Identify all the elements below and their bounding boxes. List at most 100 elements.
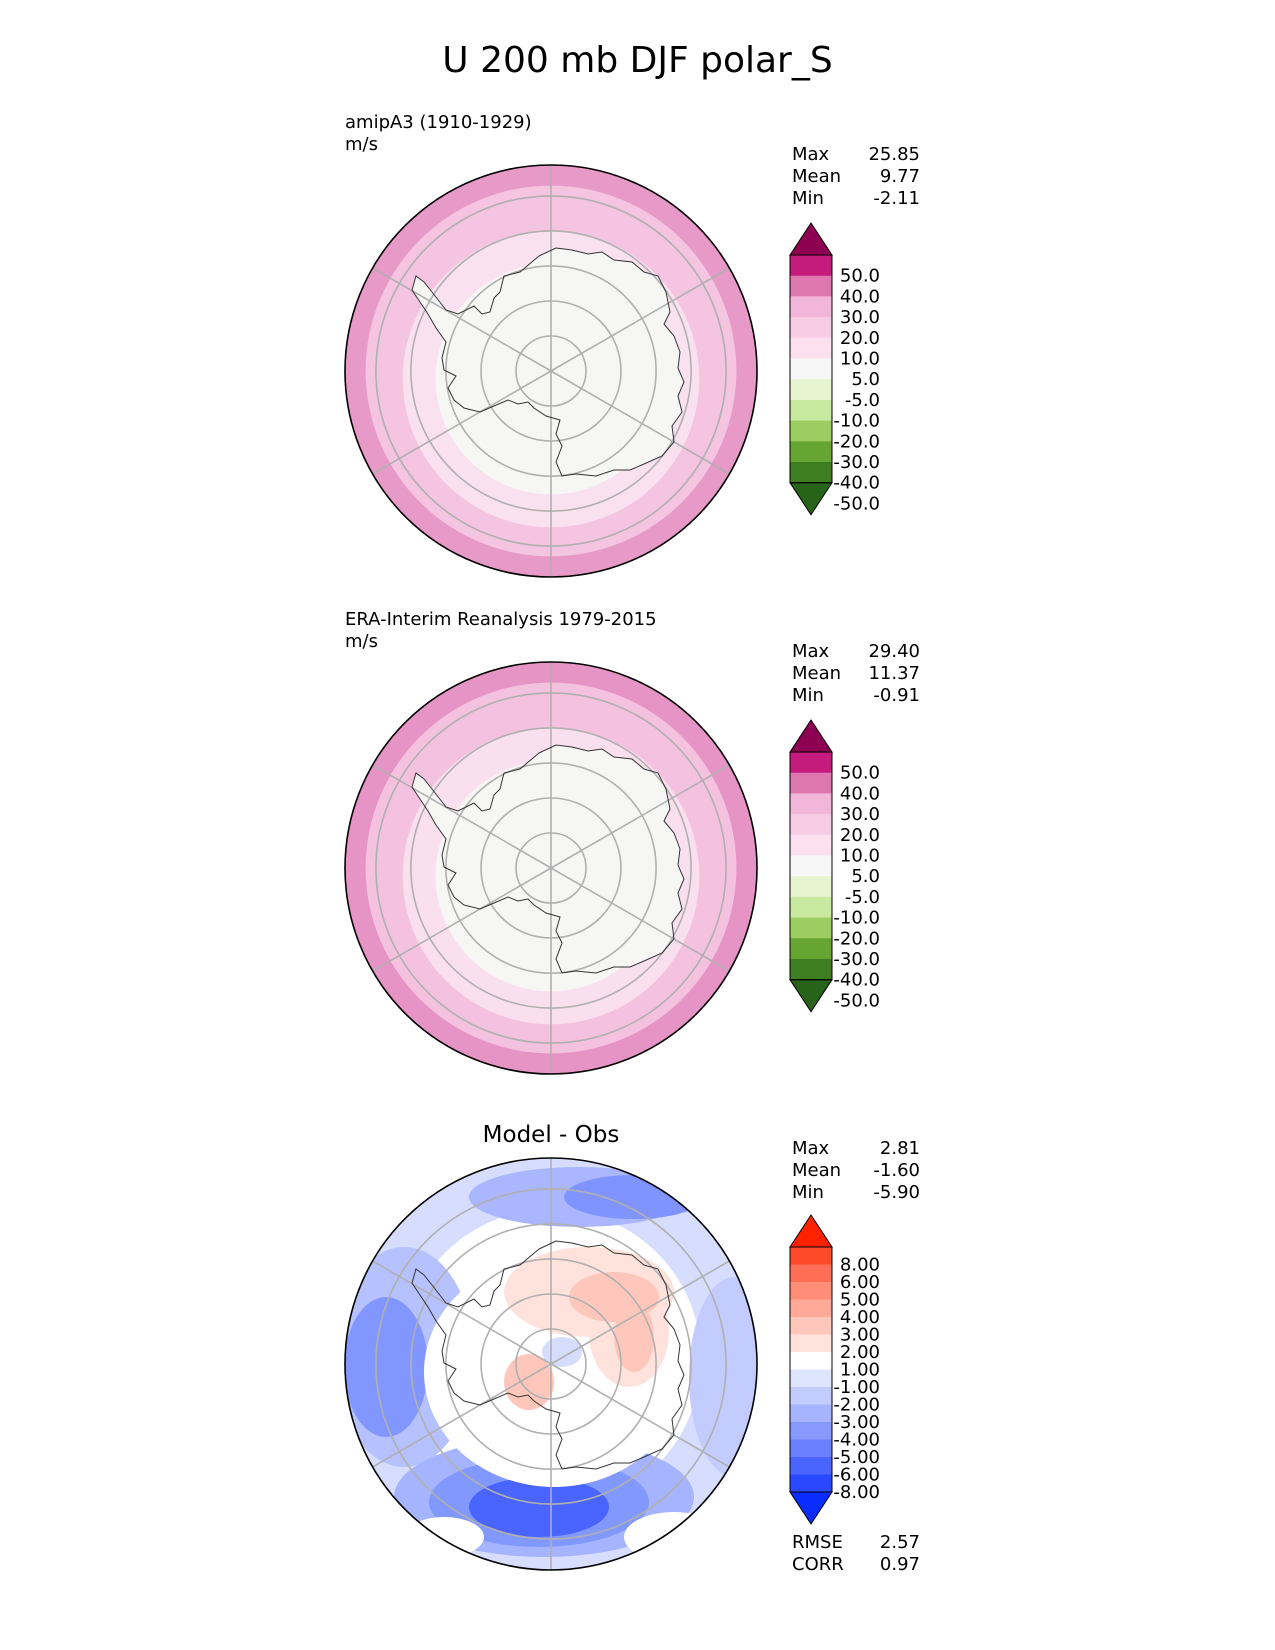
- map-boundary: [344, 1157, 758, 1571]
- meridian-line: [550, 267, 730, 372]
- colorbar-tick-label: 10.0: [840, 349, 880, 370]
- colorbar-swatches: [789, 222, 833, 516]
- colorbar-swatch: [790, 959, 832, 981]
- negative-band: [469, 1477, 609, 1537]
- panel2-stats: Max 29.40 Mean 11.37 Min -0.91: [792, 641, 920, 707]
- stat-label: Mean: [792, 663, 842, 684]
- colorbar-swatch: [790, 855, 832, 877]
- stat-label: Min: [792, 188, 824, 209]
- panel2-colorbar: 50.040.030.020.010.05.0-5.0-10.0-20.0-30…: [789, 719, 880, 1013]
- colorbar-tick-label: -20.0: [833, 431, 880, 452]
- colorbar-swatch: [790, 1352, 832, 1370]
- colorbar-tick-label: -6.00: [833, 1465, 880, 1486]
- panel1-stats: Max 25.85 Mean 9.77 Min -2.11: [792, 144, 920, 210]
- stat-value: -0.91: [873, 685, 920, 706]
- colorbar-swatch: [790, 379, 832, 401]
- stat-value: -5.90: [873, 1182, 920, 1203]
- panel1-polar-map: [344, 164, 758, 578]
- graticule: [372, 1158, 730, 1570]
- panel2-units: m/s: [345, 631, 378, 652]
- meridian-line: [372, 1363, 552, 1468]
- stat-label: Mean: [792, 166, 842, 187]
- colorbar-frame: [789, 254, 833, 484]
- continent-fill: [412, 745, 684, 973]
- meridian-line: [550, 764, 730, 869]
- panel3-metrics: RMSE 2.57 CORR 0.97: [792, 1532, 920, 1576]
- negative-band: [345, 1297, 428, 1437]
- colorbar-tick-label: -20.0: [833, 928, 880, 949]
- colorbar-tick-label: -1.00: [833, 1377, 880, 1398]
- colorbar-tick-label: 20.0: [840, 328, 880, 349]
- colorbar-frame: [789, 1246, 833, 1493]
- colorbar-tick-label: -5.00: [833, 1447, 880, 1468]
- colorbar-extend-max: [789, 222, 833, 256]
- colorbar-swatch: [790, 255, 832, 277]
- metric-label: RMSE: [792, 1532, 843, 1553]
- colorbar-swatch: [790, 917, 832, 939]
- colorbar-tick-label: -4.00: [833, 1430, 880, 1451]
- metric-label: CORR: [792, 1554, 844, 1575]
- stat-value: 2.81: [879, 1138, 920, 1159]
- negative-band: [542, 1337, 582, 1367]
- stat-value: -2.11: [873, 188, 920, 209]
- stat-value: -1.60: [873, 1160, 920, 1181]
- colorbar-swatch: [790, 814, 832, 836]
- colorbar-extend-max: [789, 1214, 833, 1248]
- meridian-line: [372, 267, 552, 372]
- colorbar-tick-label: -2.00: [833, 1395, 880, 1416]
- figure-title: U 200 mb DJF polar_S: [442, 40, 833, 81]
- colorbar-tick-label: 5.0: [851, 369, 880, 390]
- meridian-line: [372, 370, 552, 475]
- colorbar-swatch: [790, 275, 832, 297]
- meridian-line: [550, 867, 730, 972]
- graticule: [372, 165, 730, 577]
- colorbar-swatch: [790, 1474, 832, 1493]
- stat-label: Max: [792, 1138, 830, 1159]
- colorbar-swatches: [789, 1214, 833, 1525]
- map-boundary: [344, 164, 758, 578]
- colorbar-tick-label: 6.00: [840, 1272, 880, 1293]
- colorbar-swatch: [790, 420, 832, 442]
- colorbar-tick-label: -50.0: [833, 990, 880, 1011]
- colorbar-tick-label: -40.0: [833, 473, 880, 494]
- stat-label: Min: [792, 1182, 824, 1203]
- colorbar-tick-label: 3.00: [840, 1325, 880, 1346]
- colorbar-swatch: [790, 317, 832, 339]
- colorbar-tick-label: -30.0: [833, 452, 880, 473]
- negative-band: [564, 1175, 704, 1219]
- antarctica-coastline: [411, 247, 685, 477]
- colorbar-swatch: [790, 462, 832, 484]
- positive-band: [504, 1354, 554, 1410]
- meridian-line: [550, 1260, 730, 1365]
- neutral-band: [404, 1517, 484, 1557]
- colorbar-swatch: [790, 1404, 832, 1423]
- panel1-units: m/s: [345, 134, 378, 155]
- stat-label: Max: [792, 641, 830, 662]
- colorbar-tick-label: 5.0: [851, 866, 880, 887]
- panel3-colorbar: 8.006.005.004.003.002.001.00-1.00-2.00-3…: [789, 1214, 880, 1525]
- colorbar-swatch: [790, 1422, 832, 1440]
- colorbar-tick-label: 30.0: [840, 804, 880, 825]
- map-boundary: [344, 661, 758, 1075]
- colorbar-tick-label: 40.0: [840, 286, 880, 307]
- meridian-line: [372, 1260, 552, 1365]
- panel1-title: amipA3 (1910-1929): [345, 112, 532, 133]
- panel3-polar-map: [344, 1157, 758, 1571]
- meridian-line: [550, 1363, 730, 1468]
- colorbar-swatch: [790, 1457, 832, 1475]
- neutral-band: [624, 1512, 724, 1562]
- colorbar-tick-label: 2.00: [840, 1342, 880, 1363]
- colorbar-extend-min: [789, 482, 833, 516]
- colorbar-tick-label: 50.0: [840, 266, 880, 287]
- colorbar-swatch: [790, 793, 832, 815]
- meridian-line: [550, 370, 730, 475]
- colorbar-tick-label: -10.0: [833, 411, 880, 432]
- colorbar-tick-label: -8.00: [833, 1482, 880, 1503]
- colorbar-extend-min: [789, 979, 833, 1013]
- meridian-line: [372, 867, 552, 972]
- panel3-stats: Max 2.81 Mean -1.60 Min -5.90: [792, 1138, 920, 1204]
- panel2-polar-map: [344, 661, 758, 1075]
- colorbar-swatch: [790, 772, 832, 794]
- colorbar-tick-label: -3.00: [833, 1412, 880, 1433]
- colorbar-tick-label: 30.0: [840, 307, 880, 328]
